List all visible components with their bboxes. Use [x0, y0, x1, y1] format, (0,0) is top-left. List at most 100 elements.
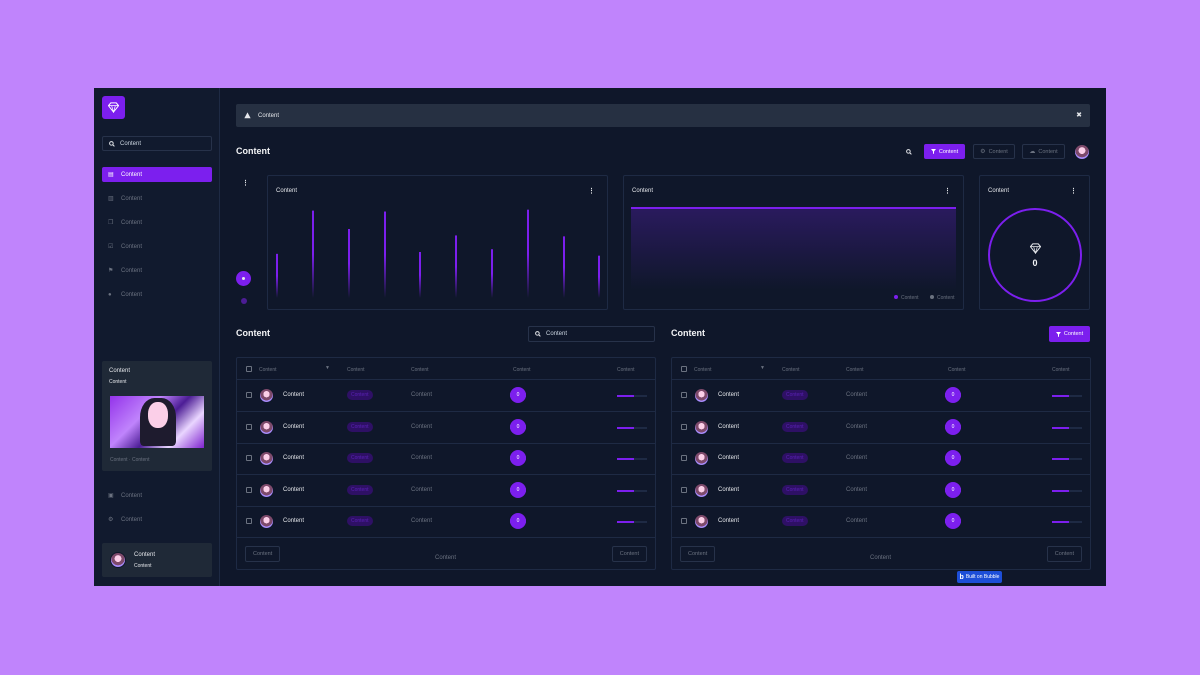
prev-page-button[interactable]: Content: [680, 546, 716, 562]
sidebar-item-5[interactable]: ⚑ Content: [102, 263, 212, 278]
sidebar-item-6[interactable]: ● Content: [102, 287, 212, 302]
column-header[interactable]: Content: [846, 367, 864, 373]
avatar: [259, 514, 274, 530]
table-filter-button[interactable]: Content: [1049, 326, 1090, 342]
header-avatar[interactable]: [1074, 144, 1090, 160]
status-badge: Content: [347, 453, 373, 464]
search-icon: [109, 140, 115, 147]
sidebar-item-1[interactable]: ▤ Content: [102, 167, 212, 182]
table-row[interactable]: Content Content Content 0: [237, 506, 655, 539]
table-search-input[interactable]: Content: [528, 326, 655, 342]
row-checkbox[interactable]: [246, 518, 252, 525]
sidebar-item-2[interactable]: ▥ Content: [102, 191, 212, 206]
row-name: Content: [283, 486, 305, 493]
column-header[interactable]: Content: [259, 367, 277, 373]
table-title-left: Content: [236, 328, 270, 338]
promo-card-subtitle: Content: [109, 379, 127, 385]
row-checkbox[interactable]: [681, 423, 687, 430]
table-title-right: Content: [671, 328, 705, 338]
row-checkbox[interactable]: [246, 423, 252, 430]
filter-icon: [1055, 331, 1061, 337]
settings-button[interactable]: ⚙ Content: [973, 144, 1015, 159]
next-page-button[interactable]: Content: [611, 546, 647, 562]
bar-4: [384, 211, 386, 298]
row-checkbox[interactable]: [681, 455, 687, 462]
column-header[interactable]: Content: [948, 367, 966, 373]
row-name: Content: [718, 423, 740, 430]
table-row[interactable]: Content Content Content 0: [237, 443, 655, 476]
sidebar-user-card[interactable]: Content Content: [102, 543, 212, 577]
sidebar-item-label: Content: [121, 516, 143, 523]
column-header[interactable]: Content: [782, 367, 800, 373]
search-icon[interactable]: [906, 149, 912, 155]
table-row[interactable]: Content Content Content 0: [237, 475, 655, 507]
page-indicator: Content: [870, 555, 892, 561]
column-header[interactable]: Content: [513, 367, 531, 373]
prev-page-button[interactable]: Content: [245, 546, 281, 562]
area-chart-fill: [631, 208, 956, 290]
cloud-button[interactable]: ☁ Content: [1022, 144, 1065, 159]
avatar: [694, 514, 709, 530]
promo-card-image: [110, 396, 204, 448]
table-row[interactable]: Content Content Content 0: [672, 380, 1090, 412]
table-row[interactable]: Content Content Content 0: [237, 380, 655, 412]
column-header[interactable]: Content: [347, 367, 365, 373]
status-badge: Content: [347, 421, 373, 432]
row-checkbox[interactable]: [246, 486, 252, 493]
bubble-logo-icon: b: [959, 573, 964, 581]
sidebar-promo-card[interactable]: Content Content Content · Content: [102, 361, 212, 471]
sidebar-bottom-item-2[interactable]: ⚙ Content: [102, 512, 212, 527]
table-row[interactable]: Content Content Content 0: [672, 506, 1090, 539]
table-row[interactable]: Content Content Content 0: [672, 475, 1090, 507]
sort-down-icon[interactable]: ▼: [760, 365, 765, 371]
column-header[interactable]: Content: [617, 367, 635, 373]
status-badge: Content: [782, 484, 808, 495]
bar-9: [563, 236, 565, 298]
more-icon[interactable]: ⋮: [588, 188, 595, 195]
progress-fill: [617, 489, 634, 492]
sidebar-item-4[interactable]: ☑ Content: [102, 239, 212, 254]
progress-fill: [1052, 489, 1069, 492]
progress-fill: [1052, 521, 1069, 524]
indicator-dot[interactable]: [241, 298, 247, 304]
indicator-dot-active[interactable]: [236, 271, 251, 286]
avatar-count: 0: [945, 481, 961, 498]
status-badge: Content: [782, 453, 808, 464]
area-chart-line: [631, 207, 956, 209]
table-filter-label: Content: [1063, 331, 1084, 337]
sidebar-search[interactable]: Content: [102, 136, 212, 151]
next-page-button[interactable]: Content: [1046, 546, 1082, 562]
row-checkbox[interactable]: [681, 486, 687, 493]
sidebar-item-label: Content: [121, 219, 143, 226]
progress-bar: [617, 395, 647, 397]
sidebar-bottom-item-1[interactable]: ▣ Content: [102, 488, 212, 503]
area-chart-panel: Content ⋮ Content Content: [623, 175, 964, 310]
avatar: [259, 388, 274, 403]
built-on-bubble-badge[interactable]: b Built on Bubble: [957, 571, 1002, 583]
logo[interactable]: [102, 96, 125, 119]
avatar: [110, 552, 126, 568]
table-row[interactable]: Content Content Content 0: [237, 412, 655, 444]
close-icon[interactable]: ✖: [1076, 112, 1082, 119]
column-header[interactable]: Content: [1052, 367, 1070, 373]
status-badge: Content: [347, 390, 373, 400]
row-checkbox[interactable]: [246, 392, 252, 398]
row-checkbox[interactable]: [246, 455, 252, 462]
more-icon[interactable]: ⋮: [242, 180, 249, 187]
select-all-checkbox[interactable]: [681, 366, 687, 372]
column-header[interactable]: Content: [411, 367, 429, 373]
select-all-checkbox[interactable]: [246, 366, 252, 372]
table-row[interactable]: Content Content Content 0: [672, 443, 1090, 476]
more-icon[interactable]: ⋮: [1070, 188, 1077, 195]
filter-button[interactable]: Content: [924, 144, 965, 159]
sort-down-icon[interactable]: ▼: [325, 365, 330, 371]
column-header[interactable]: Content: [694, 367, 712, 373]
bar-10: [598, 255, 600, 298]
more-icon[interactable]: ⋮: [944, 188, 951, 195]
user-role: Content: [134, 563, 152, 569]
row-name: Content: [718, 392, 740, 398]
sidebar-item-3[interactable]: ❐ Content: [102, 215, 212, 230]
row-checkbox[interactable]: [681, 518, 687, 525]
table-row[interactable]: Content Content Content 0: [672, 412, 1090, 444]
row-checkbox[interactable]: [681, 392, 687, 398]
